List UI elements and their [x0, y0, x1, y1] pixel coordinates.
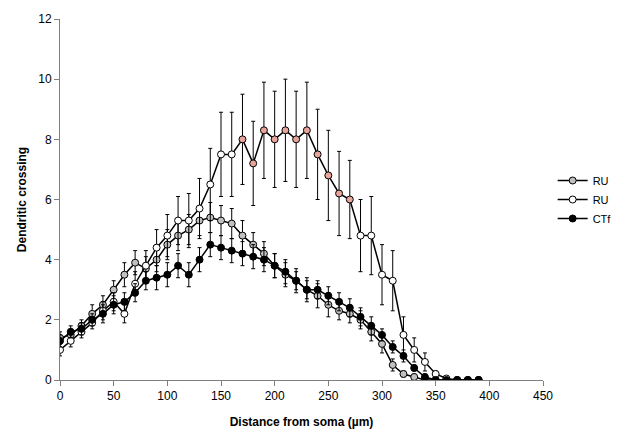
svg-text:Distance from soma (µm): Distance from soma (µm) [230, 415, 374, 429]
svg-text:0: 0 [57, 389, 64, 403]
svg-text:150: 150 [211, 389, 231, 403]
svg-text:4: 4 [45, 253, 52, 267]
svg-text:200: 200 [265, 389, 285, 403]
svg-text:400: 400 [479, 389, 499, 403]
svg-text:Dendritic crossing: Dendritic crossing [15, 147, 29, 252]
svg-text:450: 450 [533, 389, 553, 403]
svg-text:CTf: CTf [593, 213, 612, 225]
svg-text:100: 100 [157, 389, 177, 403]
svg-text:10: 10 [38, 72, 52, 86]
svg-text:8: 8 [45, 133, 52, 147]
svg-text:300: 300 [372, 389, 392, 403]
svg-text:2: 2 [45, 313, 52, 327]
svg-text:350: 350 [426, 389, 446, 403]
svg-text:12: 12 [38, 12, 52, 26]
svg-text:6: 6 [45, 193, 52, 207]
svg-text:RU: RU [593, 175, 609, 187]
svg-text:RU: RU [593, 194, 609, 206]
svg-text:50: 50 [107, 389, 121, 403]
svg-text:250: 250 [318, 389, 338, 403]
svg-text:0: 0 [45, 373, 52, 387]
